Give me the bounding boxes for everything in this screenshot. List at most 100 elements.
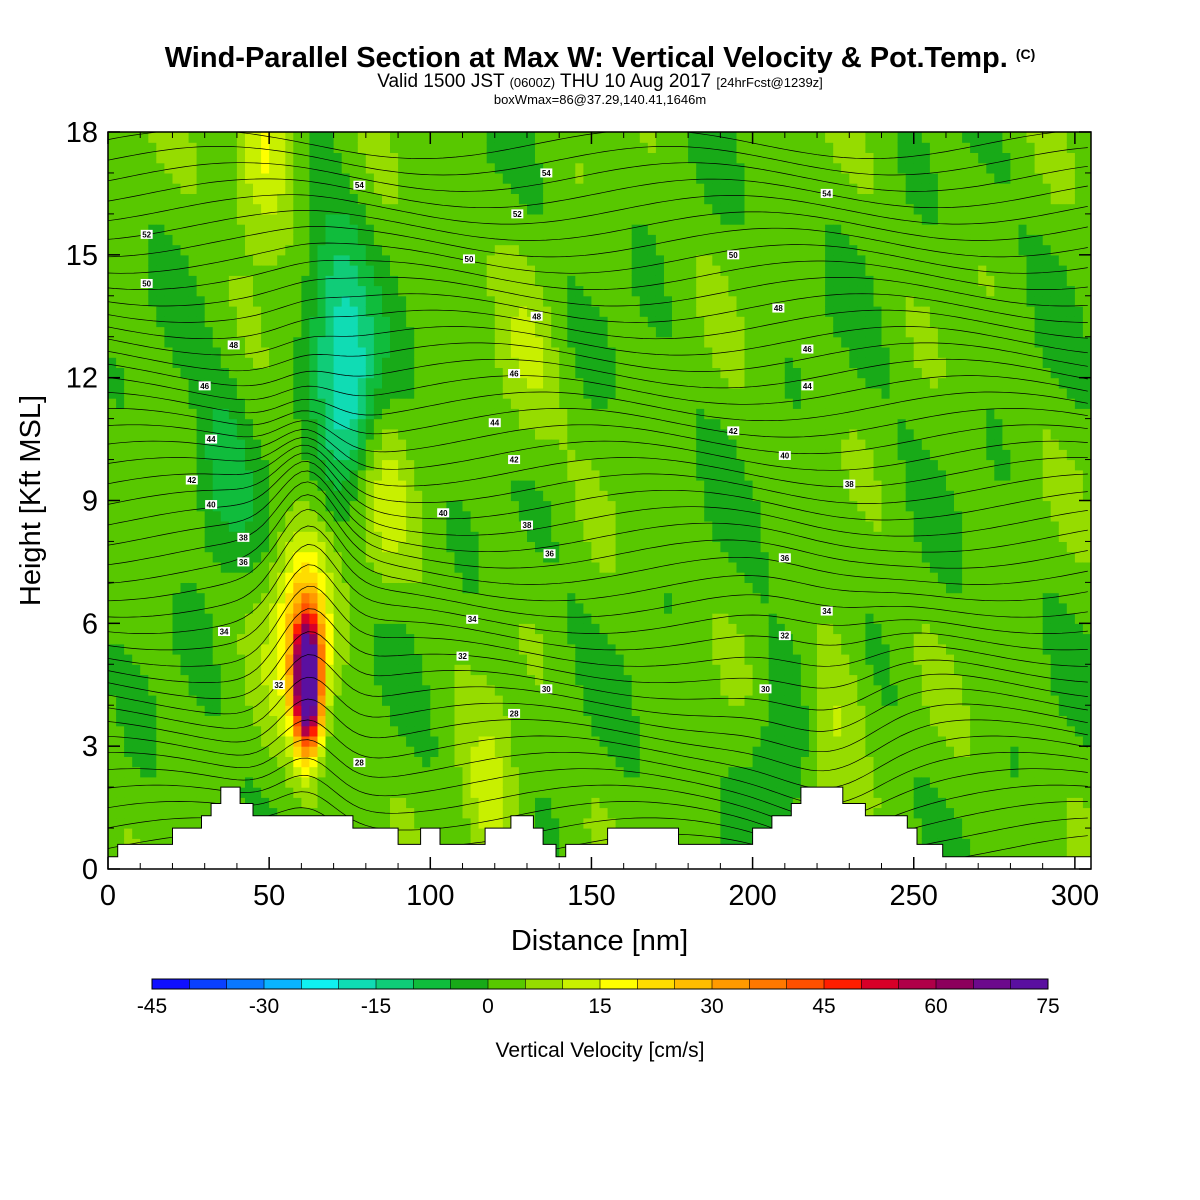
velocity-cell (406, 469, 415, 481)
velocity-cell (317, 459, 327, 471)
velocity-cell (462, 428, 472, 440)
velocity-cell (220, 613, 230, 624)
velocity-cell (414, 142, 423, 153)
velocity-cell (357, 602, 367, 614)
velocity-cell (639, 746, 649, 757)
velocity-cell (535, 172, 544, 184)
velocity-cell (293, 377, 302, 389)
velocity-cell (261, 244, 270, 256)
velocity-cell (422, 633, 431, 645)
velocity-cell (615, 234, 625, 246)
velocity-cell (398, 602, 407, 614)
velocity-cell (502, 152, 512, 164)
velocity-cell (269, 756, 278, 768)
velocity-cell (567, 142, 576, 153)
velocity-cell (551, 326, 560, 338)
velocity-cell (470, 551, 480, 563)
velocity-cell (454, 531, 464, 542)
velocity-cell (583, 838, 593, 850)
velocity-cell (357, 521, 367, 532)
velocity-cell (116, 295, 125, 307)
velocity-cell (148, 439, 157, 450)
velocity-cell (365, 766, 375, 778)
velocity-cell (502, 428, 512, 440)
velocity-cell (373, 183, 383, 194)
velocity-cell (502, 326, 512, 338)
velocity-cell (502, 469, 512, 481)
velocity-cell (228, 613, 238, 624)
velocity-cell (269, 787, 278, 798)
velocity-cell (510, 521, 520, 532)
velocity-cell (156, 295, 165, 307)
velocity-cell (253, 183, 262, 194)
velocity-cell (108, 848, 117, 860)
velocity-cell (156, 541, 165, 553)
velocity-cell (341, 807, 351, 819)
velocity-cell (309, 776, 319, 788)
velocity-cell (615, 643, 625, 655)
velocity-cell (365, 500, 375, 512)
velocity-cell (325, 633, 335, 645)
velocity-cell (148, 285, 157, 297)
velocity-cell (470, 428, 480, 440)
velocity-cell (140, 582, 149, 594)
velocity-cell (591, 776, 601, 788)
velocity-cell (607, 510, 617, 522)
velocity-cell (470, 705, 480, 716)
velocity-cell (180, 695, 190, 706)
velocity-cell (430, 387, 439, 399)
velocity-cell (446, 254, 456, 266)
velocity-cell (349, 797, 359, 809)
velocity-cell (607, 643, 617, 655)
velocity-cell (132, 377, 141, 389)
velocity-cell (583, 551, 593, 563)
velocity-cell (390, 643, 399, 655)
velocity-cell (438, 490, 448, 502)
velocity-cell (333, 807, 343, 819)
velocity-cell (196, 725, 206, 737)
velocity-cell (583, 295, 593, 307)
velocity-cell (551, 244, 560, 256)
velocity-cell (631, 602, 641, 614)
velocity-cell (551, 357, 560, 368)
velocity-cell (212, 582, 222, 594)
velocity-cell (655, 193, 665, 205)
velocity-cell (236, 746, 246, 757)
velocity-cell (317, 439, 327, 450)
velocity-cell (607, 183, 617, 194)
velocity-cell (172, 244, 182, 256)
velocity-cell (462, 725, 472, 737)
velocity-cell (486, 592, 496, 604)
velocity-cell (253, 172, 262, 184)
velocity-cell (559, 756, 568, 768)
velocity-cell (406, 828, 415, 839)
velocity-cell (398, 797, 407, 809)
velocity-cell (631, 244, 641, 256)
velocity-cell (631, 162, 641, 174)
velocity-cell (631, 398, 641, 409)
velocity-cell (639, 377, 649, 389)
velocity-cell (212, 275, 222, 287)
velocity-cell (164, 684, 174, 696)
velocity-cell (583, 817, 593, 829)
velocity-cell (245, 746, 254, 757)
velocity-cell (583, 797, 593, 809)
velocity-cell (196, 817, 206, 829)
velocity-cell (486, 357, 496, 368)
velocity-cell (341, 602, 351, 614)
velocity-cell (486, 377, 496, 389)
velocity-cell (510, 725, 520, 737)
velocity-cell (462, 490, 472, 502)
velocity-cell (140, 664, 149, 676)
velocity-cell (140, 265, 149, 276)
velocity-cell (527, 643, 536, 655)
velocity-cell (406, 203, 415, 215)
velocity-cell (543, 459, 552, 471)
velocity-cell (655, 725, 665, 737)
velocity-cell (599, 807, 609, 819)
velocity-cell (502, 336, 512, 348)
velocity-cell (228, 183, 238, 194)
velocity-cell (478, 817, 488, 829)
velocity-cell (341, 377, 351, 389)
velocity-cell (148, 838, 157, 850)
